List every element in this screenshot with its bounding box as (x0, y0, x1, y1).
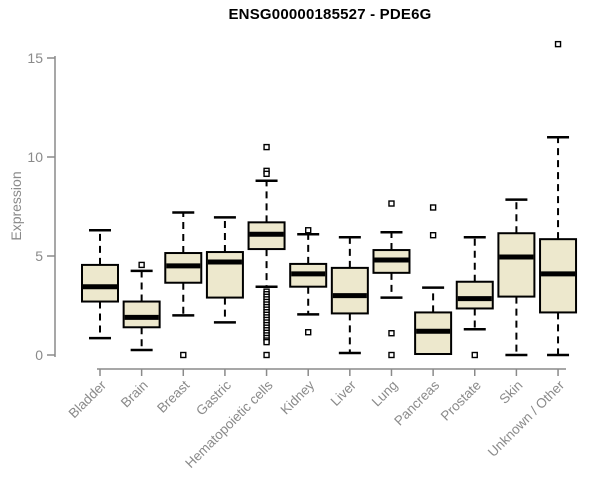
x-tick-label-prostate: Prostate (438, 378, 484, 424)
y-axis-title: Expression (8, 171, 24, 241)
outlier-point-lung (388, 330, 395, 337)
box-bladder (81, 263, 119, 303)
x-tick-label-liver: Liver (328, 377, 360, 409)
x-tick-label-bladder: Bladder (66, 377, 110, 421)
y-tick-label: 0 (35, 347, 43, 363)
y-tick-label: 10 (27, 149, 43, 165)
outlier-point-breast (180, 351, 187, 359)
outlier-point-unknown-other (554, 40, 562, 48)
y-tick-label: 5 (35, 248, 43, 264)
outlier-point-brain (138, 261, 145, 269)
chart-title: ENSG00000185527 - PDE6G (228, 6, 432, 23)
x-tick-label-breast: Breast (154, 377, 192, 415)
x-tick-label-gastric: Gastric (193, 377, 234, 418)
x-tick-label-unknown-other: Unknown / Other (485, 377, 568, 460)
outlier-point-lung (388, 200, 395, 207)
box-gastric (205, 251, 244, 299)
outlier-point-prostate (471, 351, 478, 359)
box-liver (330, 266, 369, 315)
outlier-point-kidney (305, 227, 312, 234)
box-brain (122, 300, 161, 329)
outlier-point-kidney (305, 329, 312, 336)
x-tick-label-pancreas: Pancreas (391, 377, 442, 428)
box-skin (497, 232, 536, 298)
outlier-point-hematopoietic-cells (263, 143, 270, 151)
x-tick-label-skin: Skin (496, 378, 525, 407)
y-tick-label: 15 (27, 50, 43, 66)
box-prostate (455, 280, 494, 310)
outlier-point-pancreas (429, 204, 437, 211)
x-tick-label-lung: Lung (369, 378, 401, 410)
outlier-point-pancreas (429, 232, 437, 239)
x-tick-label-brain: Brain (118, 378, 151, 411)
outlier-point-hematopoietic-cells (263, 170, 270, 178)
outlier-point-hematopoietic-cells (263, 338, 270, 346)
x-tick-label-kidney: Kidney (278, 377, 318, 417)
outlier-point-lung (388, 351, 395, 359)
outlier-point-hematopoietic-cells (263, 351, 270, 359)
